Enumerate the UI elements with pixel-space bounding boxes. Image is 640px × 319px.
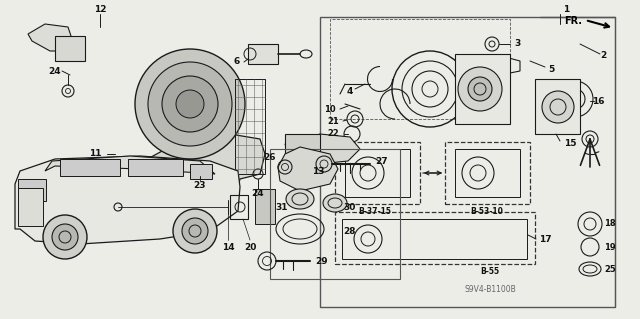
Polygon shape [45,156,215,174]
Text: 30: 30 [344,203,356,211]
Text: 31: 31 [276,203,288,211]
Circle shape [43,215,87,259]
Circle shape [135,49,245,159]
Polygon shape [278,147,338,191]
Bar [285,134,320,164]
Text: FR.: FR. [564,16,582,26]
Text: 12: 12 [93,5,106,14]
Polygon shape [285,134,360,164]
Bar [455,54,510,124]
Ellipse shape [323,194,347,212]
Text: 1: 1 [563,5,569,14]
Circle shape [468,77,492,101]
Bar [18,179,46,201]
Text: 18: 18 [604,219,616,228]
Text: 29: 29 [315,256,328,265]
Text: 22: 22 [327,130,339,138]
Circle shape [542,91,574,123]
Text: 24: 24 [49,66,61,76]
Polygon shape [15,156,240,244]
Polygon shape [28,24,72,51]
Text: 11: 11 [89,150,101,159]
Bar [255,189,275,224]
Bar [335,142,420,204]
Bar [115,174,135,214]
Bar [342,219,527,259]
Text: B-55: B-55 [481,266,500,276]
Text: 13: 13 [312,167,324,175]
Bar [60,159,120,176]
Circle shape [173,209,217,253]
Ellipse shape [286,189,314,209]
Bar [445,142,530,204]
Text: 25: 25 [604,264,616,273]
Text: 28: 28 [344,226,356,235]
Circle shape [52,224,78,250]
Text: 6: 6 [234,57,240,66]
Text: 20: 20 [244,242,256,251]
Text: 10: 10 [324,105,336,114]
Text: 17: 17 [539,234,551,243]
Text: 3: 3 [514,40,520,48]
Bar [190,164,212,179]
Bar [55,36,85,61]
Bar [455,149,520,197]
Text: 24: 24 [252,189,264,197]
Text: 5: 5 [548,64,554,73]
Text: 4: 4 [347,86,353,95]
Bar [248,44,278,64]
Text: B-37-15: B-37-15 [358,207,392,217]
Text: 26: 26 [264,152,276,161]
Text: B-53-10: B-53-10 [470,207,504,217]
Bar [235,79,265,174]
Bar [320,17,615,307]
Text: 19: 19 [604,242,616,251]
Text: 15: 15 [564,139,576,149]
Bar [128,159,183,176]
Text: 14: 14 [221,242,234,251]
Circle shape [182,218,208,244]
Bar [535,79,580,134]
Bar [270,149,400,279]
Polygon shape [115,134,265,219]
Text: 27: 27 [375,157,388,166]
Bar [230,195,248,219]
Bar [335,212,535,264]
Text: 21: 21 [327,116,339,125]
Bar [330,19,510,119]
Text: S9V4-B1100B: S9V4-B1100B [464,285,516,293]
Circle shape [162,76,218,132]
Bar [345,149,410,197]
Circle shape [176,90,204,118]
Text: 16: 16 [592,97,605,106]
Circle shape [458,67,502,111]
Circle shape [148,62,232,146]
Bar [18,188,43,226]
Text: 23: 23 [194,182,206,190]
Text: 2: 2 [600,51,606,61]
